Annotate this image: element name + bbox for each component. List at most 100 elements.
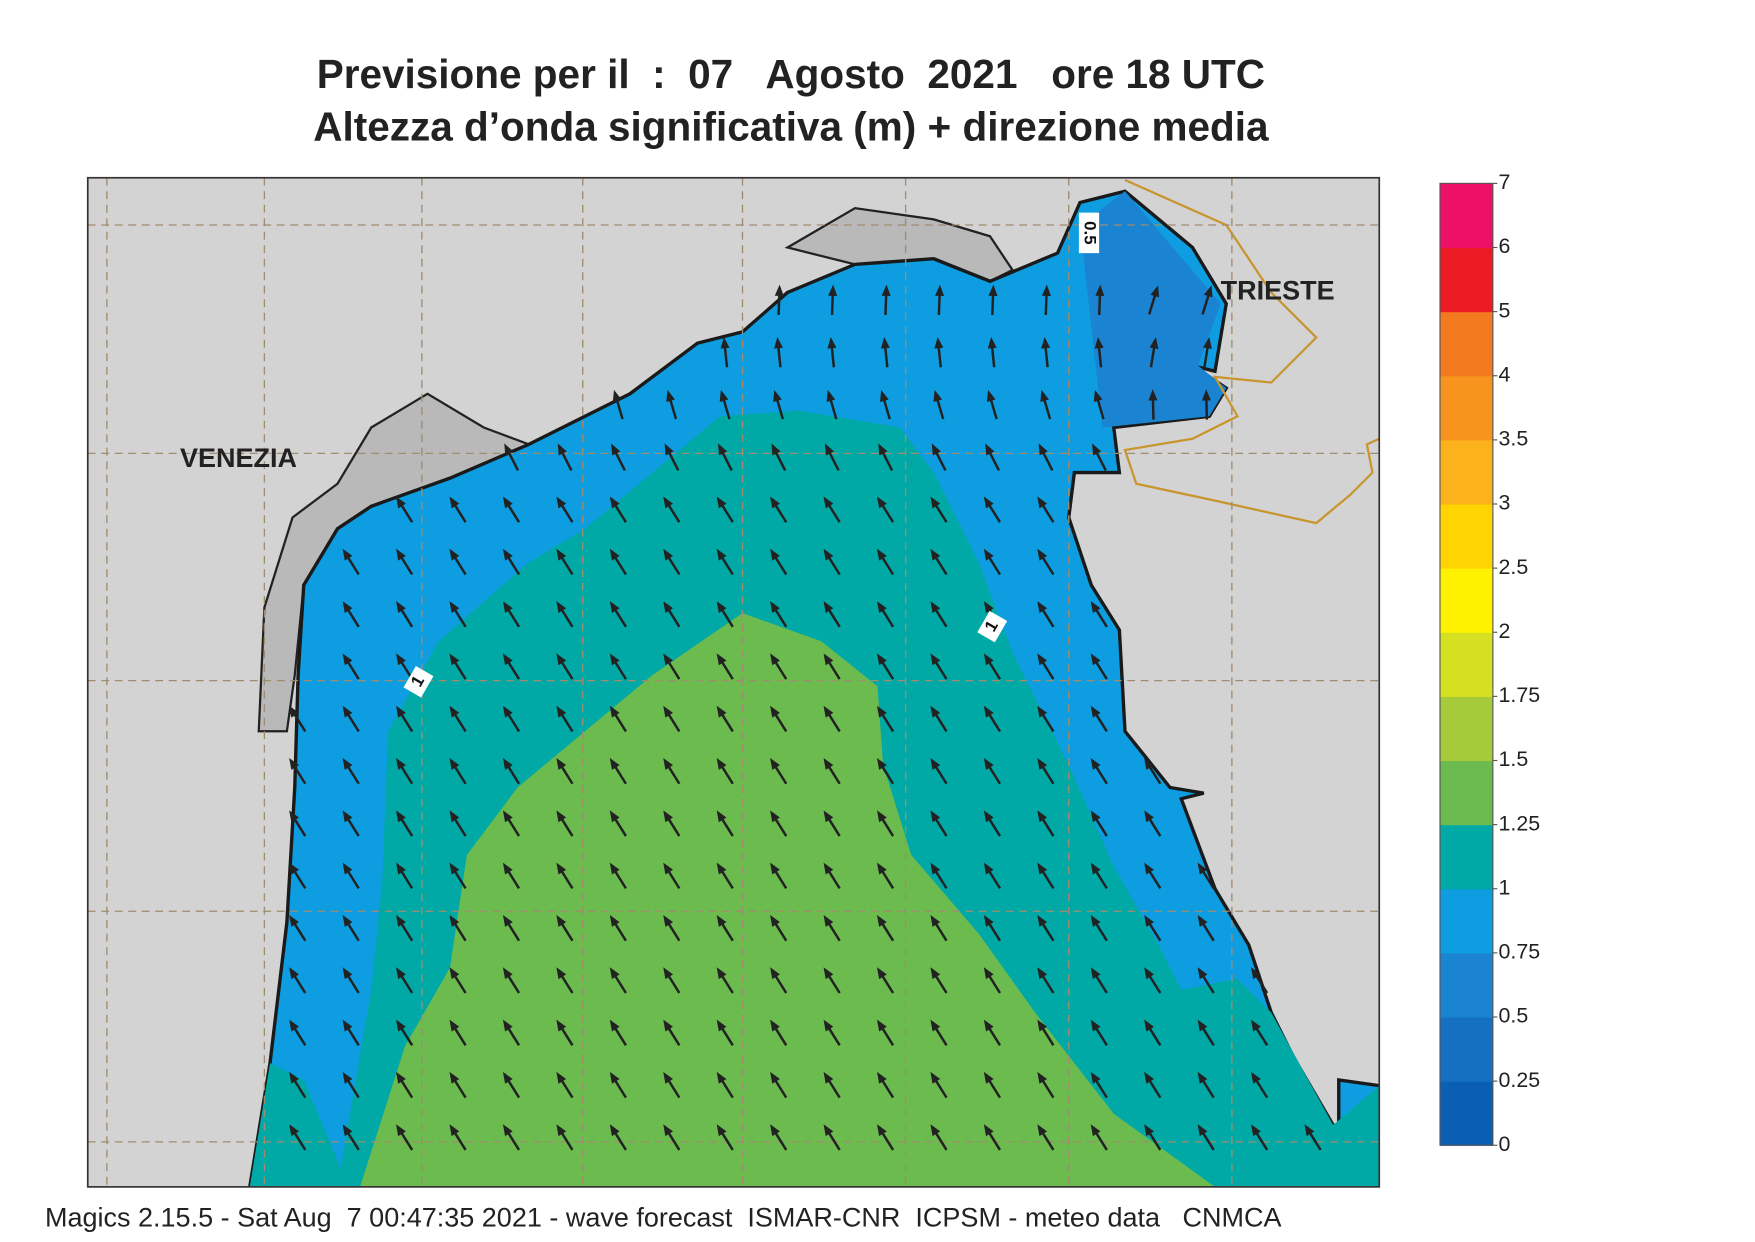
arrow-head: [983, 862, 994, 875]
arrow-head: [983, 967, 994, 980]
arrow-head: [983, 548, 994, 561]
arrow-head: [449, 548, 460, 561]
colorbar-tick-label: 2.5: [1499, 555, 1529, 579]
arrow-head: [663, 1019, 674, 1032]
arrow-head: [396, 810, 406, 823]
arrow-head: [881, 284, 891, 297]
arrow-head: [930, 862, 941, 875]
arrow-head: [609, 1124, 620, 1137]
contour-label-box: [1078, 212, 1100, 254]
footer: Magics 2.15.5 - Sat Aug 7 00:47:35 2021 …: [45, 1202, 1282, 1232]
arrow-head: [342, 914, 353, 927]
arrow-head: [823, 967, 834, 980]
arrow-head: [396, 653, 406, 666]
arrow-head: [556, 1124, 567, 1137]
arrow-head: [930, 810, 941, 823]
arrow-head: [770, 1071, 780, 1084]
arrow-head: [663, 1124, 674, 1137]
arrow-head: [716, 758, 727, 770]
arrow-head: [1037, 967, 1048, 980]
arrow-head: [1144, 862, 1154, 875]
arrow-head: [770, 1019, 780, 1032]
arrow-head: [828, 284, 838, 297]
arrow-head: [770, 914, 780, 927]
arrow-head: [987, 337, 997, 349]
arrow-head: [983, 758, 994, 770]
arrow-head: [1090, 653, 1101, 666]
colorbar: 0 0.25 0.5 0.75 1 1.25 1.5 1.75 2 2.5 3 3.5 4 5 6 7: [1439, 170, 1541, 1156]
arrow-head: [663, 705, 674, 718]
arrow-head: [1090, 862, 1101, 875]
arrow-head: [342, 862, 353, 875]
map: [87, 177, 1380, 1187]
arrow-head: [502, 705, 513, 718]
arrow-head: [876, 758, 887, 770]
arrow-head: [396, 758, 406, 770]
arrow-head: [716, 967, 727, 980]
arrow-head: [1094, 337, 1104, 349]
arrow-head: [663, 862, 674, 875]
arrow-head: [396, 1019, 406, 1032]
arrow-head: [396, 1124, 406, 1137]
arrow-head: [930, 653, 941, 666]
arrow-head: [449, 862, 460, 875]
arrow-head: [609, 862, 620, 875]
arrow-head: [1201, 389, 1211, 401]
arrow-head: [770, 1124, 780, 1137]
colorbar-band: [1440, 888, 1493, 954]
colorbar-tick-label: 3: [1499, 491, 1511, 515]
arrow-head: [1095, 284, 1105, 297]
arrow-head: [823, 1071, 834, 1084]
arrow-head: [609, 1019, 620, 1032]
arrow-head: [449, 1124, 460, 1137]
arrow-head: [342, 810, 353, 823]
arrow-head: [1090, 810, 1101, 823]
arrow-head: [770, 810, 780, 823]
arrow-head: [930, 1124, 941, 1137]
colorbar-tick-label: 6: [1499, 234, 1511, 258]
arrow-head: [449, 601, 460, 613]
arrow-head: [983, 653, 994, 666]
colorbar-band: [1440, 952, 1493, 1018]
sea-band: [360, 613, 1215, 1187]
title-line: Altezza d’onda significativa (m) + direz…: [313, 104, 1269, 150]
colorbar-tick-label: 1.5: [1499, 747, 1529, 771]
arrow-head: [396, 862, 406, 875]
arrow-head: [342, 967, 353, 980]
arrow-head: [1041, 337, 1051, 349]
arrow-head: [876, 967, 887, 980]
colorbar-tick-label: 1: [1499, 875, 1511, 899]
arrow-head: [502, 653, 513, 666]
arrow-head: [823, 810, 834, 823]
arrow-head: [449, 967, 460, 980]
arrow-head: [663, 601, 674, 613]
arrow-head: [876, 862, 887, 875]
arrow-head: [502, 1071, 513, 1084]
arrow-head: [716, 601, 727, 613]
arrow-head: [663, 914, 674, 927]
arrow-head: [449, 914, 460, 927]
arrow-head: [717, 443, 728, 456]
colorbar-tick-label: 1.75: [1499, 683, 1541, 707]
title-line: Previsione per il : 07 Agosto 2021 ore 1…: [317, 51, 1265, 97]
arrow-head: [983, 914, 994, 927]
arrow-head: [770, 705, 780, 718]
arrow-head: [1037, 548, 1048, 561]
arrow-head: [774, 337, 783, 349]
arrow-head: [1037, 496, 1048, 509]
arrow-head: [1144, 1124, 1154, 1137]
arrow-head: [289, 758, 299, 770]
arrow-head: [716, 705, 727, 718]
arrow-head: [289, 1124, 299, 1137]
arrow-head: [1090, 705, 1101, 718]
arrow-head: [342, 705, 353, 718]
arrow-head: [983, 1019, 994, 1032]
arrow-head: [880, 389, 889, 402]
arrow-head: [770, 601, 780, 613]
arrow-head: [1090, 914, 1101, 927]
arrow-head: [986, 389, 996, 402]
arrow-head: [1144, 1071, 1154, 1084]
arrow-head: [983, 810, 994, 823]
arrow-head: [988, 284, 998, 297]
